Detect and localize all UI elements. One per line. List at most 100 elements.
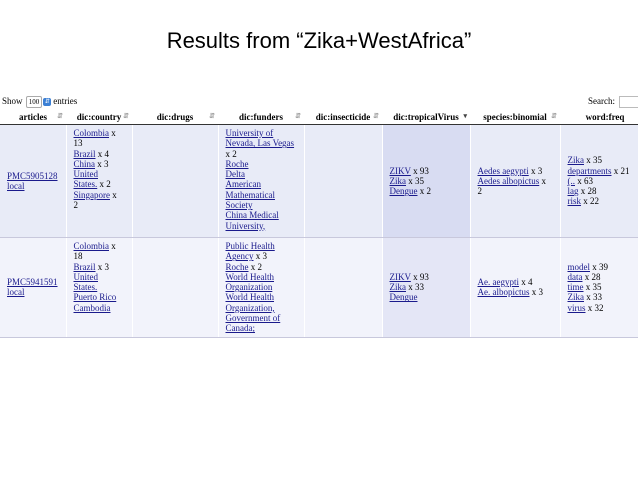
funder-link[interactable]: Society xyxy=(225,200,253,211)
virus-link[interactable]: Dengue xyxy=(389,292,418,303)
word-link[interactable]: virus xyxy=(567,302,586,313)
search-label: Search: xyxy=(588,96,615,106)
funder-link[interactable]: World Health xyxy=(225,292,275,303)
country-link[interactable]: Brazil xyxy=(73,261,96,272)
funder-link[interactable]: Government of xyxy=(225,313,281,324)
country-entry: United xyxy=(74,169,129,179)
column-header-funders[interactable]: dic:funders ⇵ xyxy=(218,110,304,125)
word-link[interactable]: (.. xyxy=(567,175,576,186)
word-link[interactable]: departments xyxy=(567,165,612,176)
country-link[interactable]: Singapore xyxy=(73,189,111,200)
article-local-link[interactable]: local xyxy=(7,287,25,298)
funder-link[interactable]: Organization, xyxy=(225,302,275,313)
country-entry: 2 xyxy=(74,200,129,210)
funder-link[interactable]: American xyxy=(225,179,261,190)
funder-entry: University of xyxy=(226,128,301,138)
country-link[interactable]: Puerto Rico xyxy=(73,292,117,303)
funder-link[interactable]: University, xyxy=(225,220,266,231)
word-link[interactable]: lag xyxy=(567,186,579,197)
country-count: x 3 xyxy=(95,261,109,272)
column-header-articles[interactable]: articles ⇵ xyxy=(0,110,66,125)
table-header-row: articles ⇵ dic:country ⇵ dic:drugs ⇵ dic:fu… xyxy=(0,110,638,125)
funder-link[interactable]: Nevada, Las Vegas xyxy=(225,138,295,149)
search-input[interactable] xyxy=(619,96,638,108)
funder-entry: Society xyxy=(226,200,301,210)
article-local-link[interactable]: local xyxy=(7,181,25,191)
country-link[interactable]: Cambodia xyxy=(73,302,111,313)
country-link[interactable]: Colombia xyxy=(73,128,110,138)
column-header-species[interactable]: species:binomial ⇵ xyxy=(470,110,560,125)
funder-link[interactable]: Delta xyxy=(225,169,246,180)
virus-link[interactable]: ZIKV xyxy=(389,165,411,176)
virus-link[interactable]: ZIKV xyxy=(389,271,411,282)
funder-link[interactable]: Agency xyxy=(225,251,254,262)
funder-link[interactable]: Public Health xyxy=(225,241,275,251)
entries-select[interactable]: 100 xyxy=(25,96,43,108)
cell-tropical-virus: ZIKV x 93 Zika x 33 Dengue xyxy=(382,237,471,338)
country-link[interactable]: Colombia xyxy=(73,241,110,251)
funder-entry: x 2 xyxy=(226,149,301,159)
species-link[interactable]: Aedes albopictus xyxy=(477,175,540,186)
country-link[interactable]: States. xyxy=(73,282,98,293)
species-entry: Ae. albopictus x 3 xyxy=(478,287,557,297)
virus-entry: Zika x 33 xyxy=(390,282,467,292)
word-entry: departments x 21 xyxy=(568,166,638,176)
country-entry: Colombia x xyxy=(74,128,129,138)
country-link[interactable]: States. xyxy=(73,179,98,190)
word-link[interactable]: model xyxy=(567,261,591,272)
article-id-link[interactable]: PMC5941591 xyxy=(7,277,58,288)
funder-entry: Government of xyxy=(226,313,301,323)
funder-link[interactable]: Roche xyxy=(225,261,249,272)
species-entry: Ae. aegypti x 4 xyxy=(478,277,557,287)
funder-link[interactable]: China Medical xyxy=(225,210,279,221)
country-link[interactable]: Brazil xyxy=(73,148,96,159)
cell-insecticide xyxy=(304,124,383,238)
funder-link[interactable]: Mathematical xyxy=(225,189,275,200)
species-link[interactable]: Aedes aegypti xyxy=(477,165,529,176)
species-count: x 4 xyxy=(518,277,533,288)
country-entry: United xyxy=(74,272,129,282)
funder-text: x 2 xyxy=(225,148,237,159)
funder-link[interactable]: World Health xyxy=(225,271,275,282)
virus-count: x 93 xyxy=(410,271,429,282)
funder-link[interactable]: University of xyxy=(225,128,274,138)
word-link[interactable]: risk xyxy=(567,196,582,207)
column-header-drugs[interactable]: dic:drugs ⇵ xyxy=(132,110,218,125)
word-link[interactable]: data xyxy=(567,271,583,282)
virus-link[interactable]: Zika xyxy=(389,175,407,186)
sort-arrows-icon: ⇵ xyxy=(57,112,63,120)
word-entry: Zika x 33 xyxy=(568,292,638,302)
country-text: 18 xyxy=(73,251,83,262)
column-header-tropical-virus[interactable]: dic:tropicalVirus ▾ xyxy=(382,110,470,125)
word-link[interactable]: Zika xyxy=(567,155,585,166)
country-count: x xyxy=(109,128,116,138)
country-entry: Puerto Rico xyxy=(74,292,129,302)
word-link[interactable]: time xyxy=(567,282,584,293)
column-header-insecticide[interactable]: dic:insecticide ⇵ xyxy=(304,110,382,125)
virus-entry: ZIKV x 93 xyxy=(390,272,467,282)
country-entry: Cambodia xyxy=(74,303,129,313)
country-link[interactable]: United xyxy=(73,169,99,180)
country-link[interactable]: China xyxy=(73,158,96,169)
species-link[interactable]: Ae. albopictus xyxy=(477,287,530,298)
funder-entry: World Health xyxy=(226,292,301,302)
funder-link[interactable]: Canada; xyxy=(225,323,256,334)
word-link[interactable]: Zika xyxy=(567,292,585,303)
species-link[interactable]: Ae. aegypti xyxy=(477,277,519,288)
word-count: x 35 xyxy=(584,155,602,166)
select-arrow-icon[interactable]: ⇵ xyxy=(43,98,52,106)
article-id-link[interactable]: PMC5905128 xyxy=(7,170,58,181)
column-header-word-freq[interactable]: word:freq xyxy=(560,110,638,125)
country-link[interactable]: United xyxy=(73,271,99,282)
sort-arrows-icon: ⇵ xyxy=(123,112,129,120)
virus-link[interactable]: Dengue xyxy=(389,186,418,197)
virus-link[interactable]: Zika xyxy=(389,282,407,293)
funder-link[interactable]: Organization xyxy=(225,282,273,293)
country-count: x 3 xyxy=(95,158,109,169)
cell-tropical-virus: ZIKV x 93 Zika x 35 Dengue x 2 xyxy=(382,124,471,238)
funder-link[interactable]: Roche xyxy=(225,158,249,169)
funder-entry: Public Health xyxy=(226,241,301,251)
column-header-country[interactable]: dic:country ⇵ xyxy=(66,110,132,125)
funder-entry: World Health xyxy=(226,272,301,282)
